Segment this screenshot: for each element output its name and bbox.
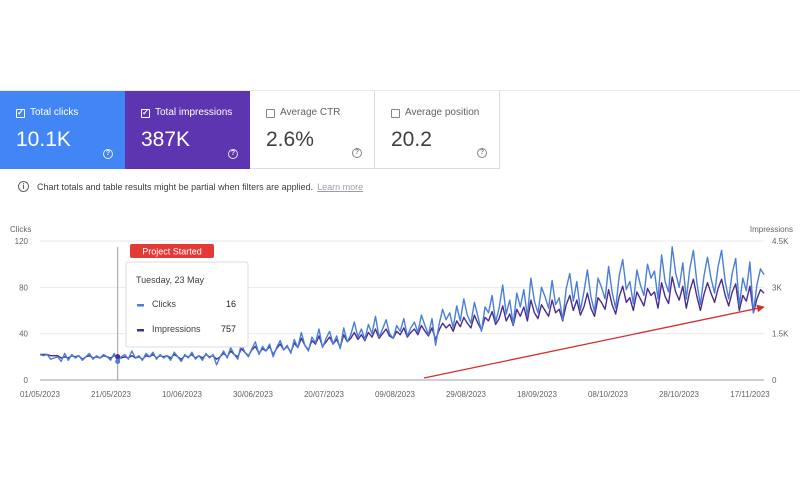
right-tick-label: 4.5K bbox=[772, 237, 789, 246]
average-position-value: 20.2 bbox=[391, 128, 432, 151]
tooltip-series-name: Impressions bbox=[152, 324, 201, 334]
total-clicks-card[interactable]: ✓ Total clicks 10.1K ? bbox=[0, 91, 125, 169]
hover-point-impressions bbox=[115, 354, 121, 360]
tooltip-legend-swatch bbox=[137, 329, 144, 332]
x-tick-label: 30/06/2023 bbox=[233, 390, 274, 399]
tooltip-series-value: 757 bbox=[221, 324, 236, 334]
x-tick-label: 09/08/2023 bbox=[375, 390, 416, 399]
left-axis-title: Clicks bbox=[10, 225, 31, 234]
tooltip-series-name: Clicks bbox=[152, 299, 176, 309]
tooltip-date: Tuesday, 23 May bbox=[136, 275, 205, 285]
annotation-badge bbox=[130, 244, 214, 258]
checkbox-checked-icon[interactable]: ✓ bbox=[141, 108, 150, 118]
total-impressions-value: 387K bbox=[141, 128, 191, 151]
checkbox-unchecked-icon[interactable] bbox=[266, 108, 275, 118]
partial-results-notice: i Chart totals and table results might b… bbox=[18, 181, 363, 192]
performance-chart: 0 0 40 1.5K 80 3K 120 4.5K Clicks Impressions 01/0… bbox=[10, 225, 793, 399]
x-tick-label: 08/10/2023 bbox=[588, 390, 629, 399]
trend-arrow bbox=[423, 304, 765, 379]
right-tick-label: 3K bbox=[772, 283, 782, 292]
help-icon[interactable]: ? bbox=[477, 148, 487, 158]
right-tick-label: 0 bbox=[772, 376, 777, 385]
left-tick-label: 0 bbox=[24, 376, 29, 385]
total-impressions-card[interactable]: ✓ Total impressions 387K ? bbox=[125, 91, 250, 169]
project-started-annotation: Project Started bbox=[130, 244, 214, 258]
left-tick-label: 80 bbox=[19, 283, 28, 292]
info-icon: i bbox=[18, 181, 29, 192]
average-position-label: Average position bbox=[405, 107, 480, 118]
x-tick-label: 21/05/2023 bbox=[91, 390, 132, 399]
checkbox-checked-icon[interactable]: ✓ bbox=[16, 108, 25, 118]
notice-text: Chart totals and table results might be … bbox=[37, 181, 314, 192]
annotation-label: Project Started bbox=[142, 247, 202, 257]
left-tick-label: 120 bbox=[15, 237, 29, 246]
right-tick-label: 1.5K bbox=[772, 330, 789, 339]
x-tick-label: 18/09/2023 bbox=[517, 390, 558, 399]
average-ctr-value: 2.6% bbox=[266, 128, 314, 151]
x-tick-label: 01/05/2023 bbox=[20, 390, 61, 399]
tooltip: Tuesday, 23 May Clicks 16 Impressions 757 bbox=[125, 261, 249, 348]
x-tick-label: 29/08/2023 bbox=[446, 390, 487, 399]
x-tick-label: 10/06/2023 bbox=[162, 390, 203, 399]
clicks-series-line bbox=[39, 246, 765, 366]
tooltip-legend-swatch bbox=[137, 304, 144, 307]
checkbox-unchecked-icon[interactable] bbox=[391, 108, 400, 118]
x-tick-label: 28/10/2023 bbox=[659, 390, 700, 399]
help-icon[interactable]: ? bbox=[352, 148, 362, 158]
total-clicks-value: 10.1K bbox=[16, 128, 71, 151]
average-ctr-label: Average CTR bbox=[280, 107, 341, 118]
top-divider bbox=[0, 90, 800, 91]
total-clicks-label: Total clicks bbox=[30, 107, 79, 118]
hover-point-clicks bbox=[115, 358, 121, 364]
metric-cards: ✓ Total clicks 10.1K ? ✓ Total impressions… bbox=[0, 91, 800, 169]
right-axis-title: Impressions bbox=[750, 225, 793, 234]
tooltip-box bbox=[125, 261, 249, 348]
x-tick-label: 20/07/2023 bbox=[304, 390, 345, 399]
average-position-card[interactable]: Average position 20.2 ? bbox=[375, 91, 500, 169]
help-icon[interactable]: ? bbox=[228, 149, 238, 159]
average-ctr-card[interactable]: Average CTR 2.6% ? bbox=[250, 91, 375, 169]
learn-more-link[interactable]: Learn more bbox=[317, 181, 364, 192]
left-tick-label: 40 bbox=[19, 330, 28, 339]
x-tick-label: 17/11/2023 bbox=[730, 390, 770, 399]
total-impressions-label: Total impressions bbox=[155, 107, 233, 118]
help-icon[interactable]: ? bbox=[103, 149, 113, 159]
tooltip-series-value: 16 bbox=[226, 299, 236, 309]
